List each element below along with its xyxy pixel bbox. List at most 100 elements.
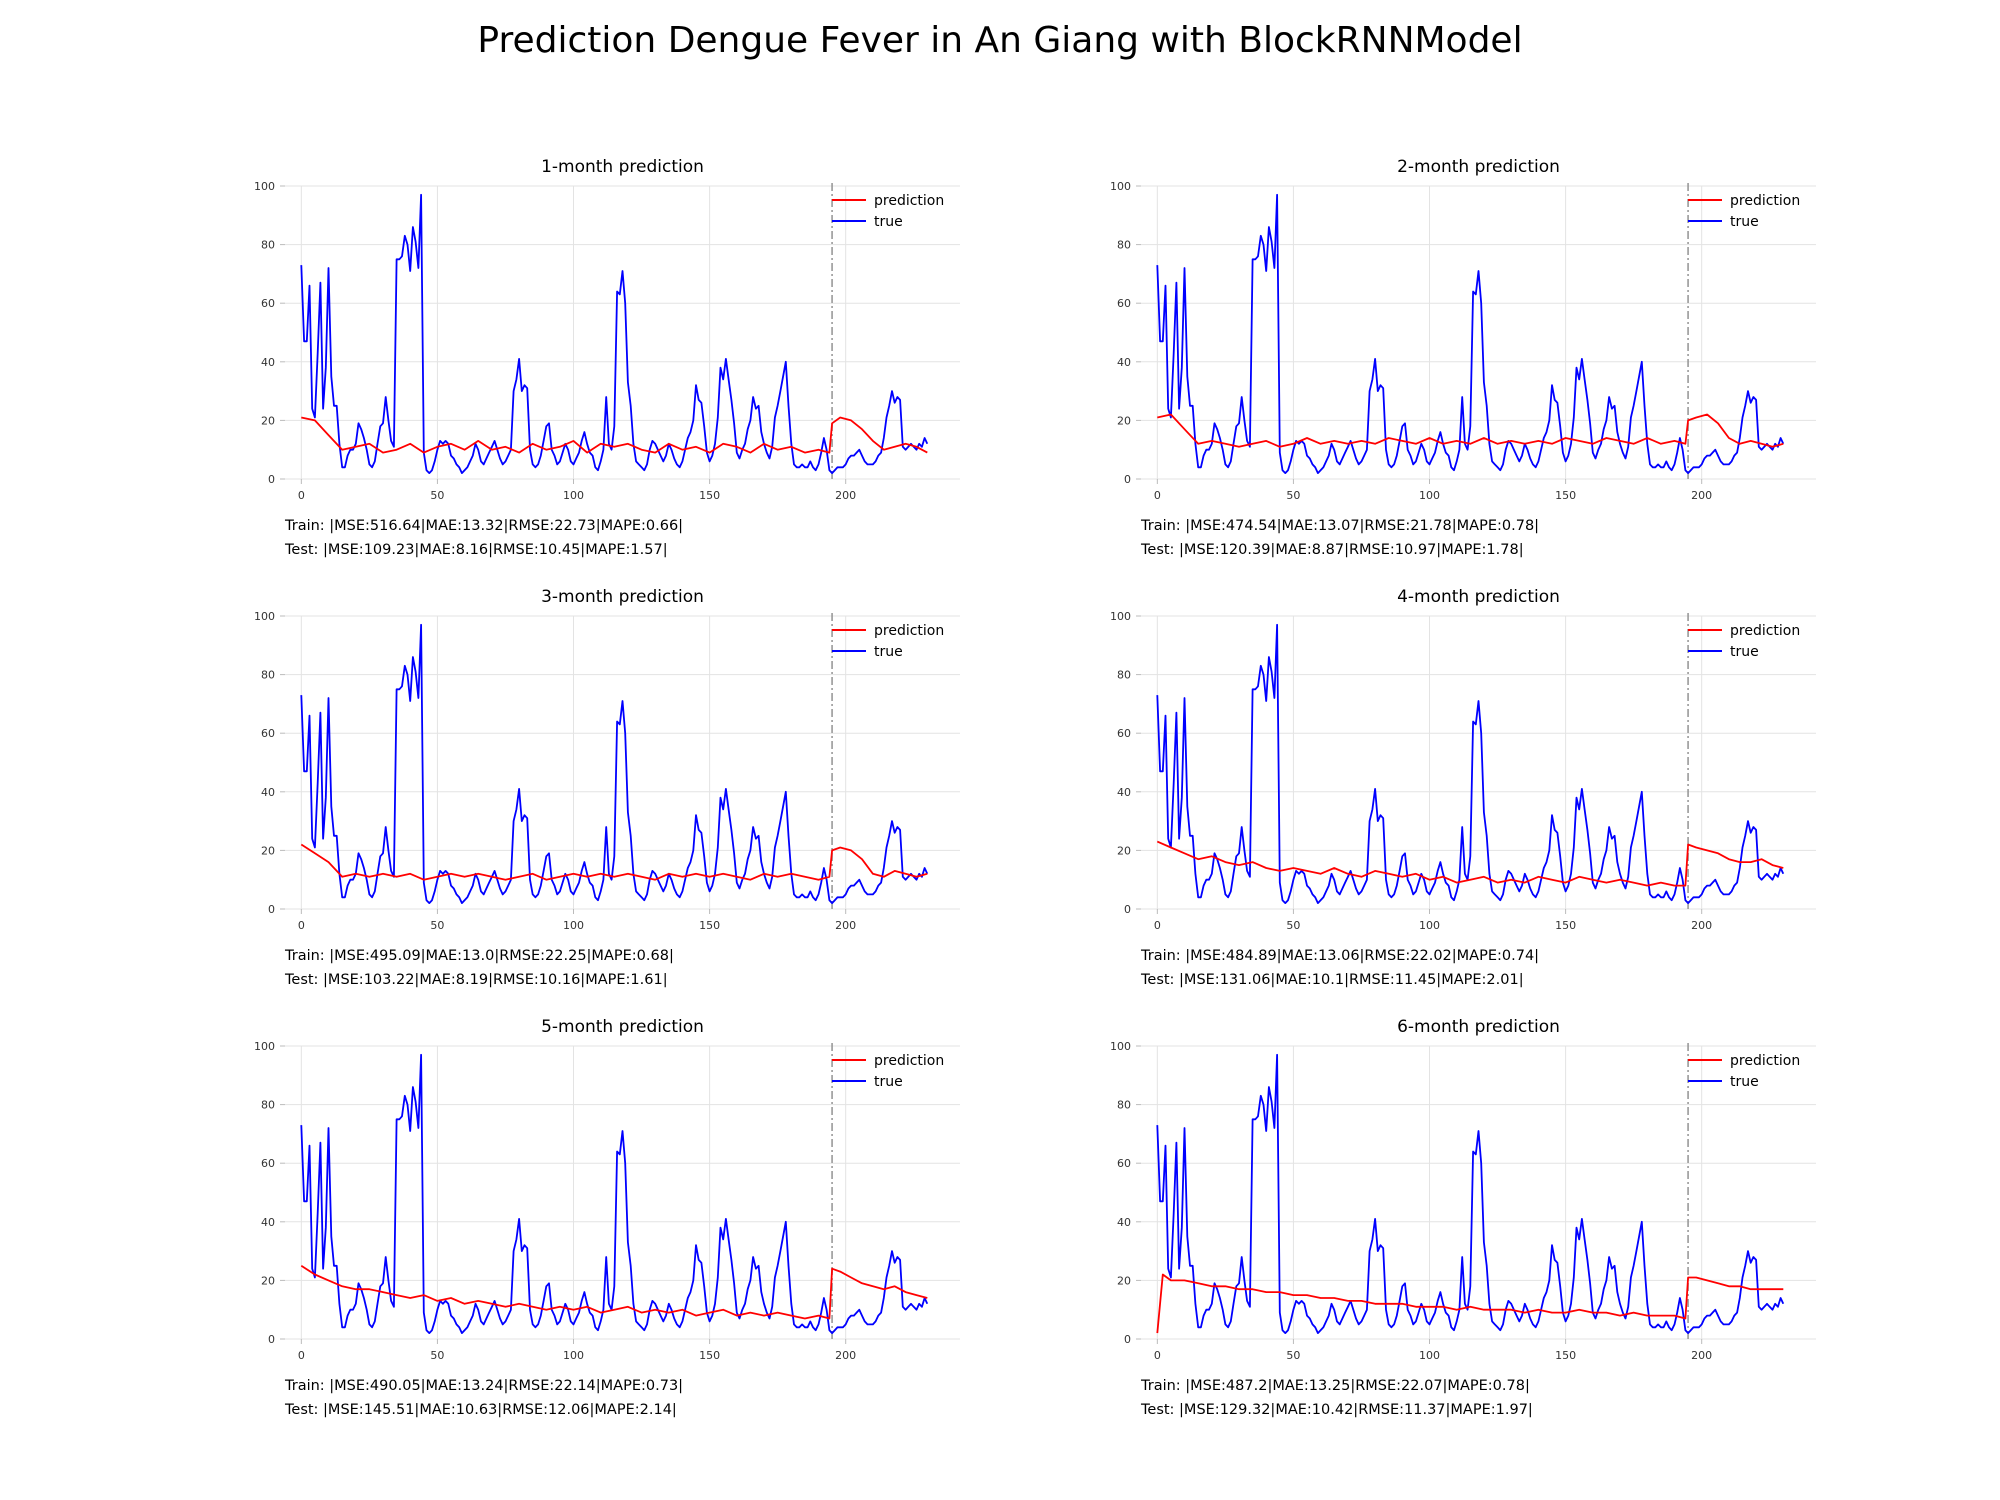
legend-label-prediction: prediction [1730, 1053, 1800, 1069]
y-tick-label: 80 [1117, 669, 1131, 682]
series-line-true [300, 193, 929, 475]
subplot-2-month: 2-month prediction 0 20 40 60 80 100 0 50 100 150 2… [1056, 150, 1916, 570]
y-tick-label: 40 [1117, 1216, 1131, 1229]
legend-label-true: true [1730, 644, 1759, 660]
subplot-title: 4-month prediction [1397, 587, 1560, 607]
test-metrics: Test: |MSE:120.39|MAE:8.87|RMSE:10.97|MA… [1141, 542, 1524, 558]
legend-label-prediction: prediction [874, 623, 944, 639]
y-tick-label: 100 [254, 180, 275, 193]
y-tick-label: 20 [1117, 844, 1131, 857]
chart-2-month: 2-month prediction 0 20 40 60 80 100 0 50 100 150 2… [1110, 157, 1816, 502]
x-tick-label: 200 [835, 919, 856, 932]
y-tick-label: 80 [1117, 1099, 1131, 1112]
y-tick-label: 40 [1117, 356, 1131, 369]
series-line-true [1156, 623, 1785, 905]
test-metrics: Test: |MSE:109.23|MAE:8.16|RMSE:10.45|MA… [285, 542, 668, 558]
test-metrics: Test: |MSE:145.51|MAE:10.63|RMSE:12.06|M… [285, 1402, 677, 1418]
x-tick-label: 0 [1154, 1349, 1161, 1362]
y-tick-label: 60 [261, 727, 275, 740]
x-tick-label: 50 [1286, 919, 1300, 932]
series-line-prediction [301, 416, 928, 454]
y-tick-label: 80 [261, 1099, 275, 1112]
x-tick-label: 50 [430, 489, 444, 502]
y-tick-label: 60 [261, 297, 275, 310]
series-line-prediction [1156, 840, 1784, 887]
test-metrics: Test: |MSE:129.32|MAE:10.42|RMSE:11.37|M… [1141, 1402, 1533, 1418]
subplot-3-month: 3-month prediction 0 20 40 60 80 100 0 50 100 150 2… [200, 580, 1060, 1000]
legend-label-prediction: prediction [1730, 193, 1800, 209]
x-tick-label: 0 [1154, 919, 1161, 932]
x-tick-label: 150 [1555, 489, 1576, 502]
x-tick-label: 200 [1691, 1349, 1712, 1362]
train-metrics: Train: |MSE:495.09|MAE:13.0|RMSE:22.25|M… [285, 948, 674, 964]
legend-label-true: true [874, 644, 903, 660]
subplot-5-month: 5-month prediction 0 20 40 60 80 100 0 50 100 150 2… [200, 1010, 1060, 1430]
x-tick-label: 50 [1286, 489, 1300, 502]
x-tick-label: 100 [563, 489, 584, 502]
legend-label-prediction: prediction [1730, 623, 1800, 639]
y-tick-label: 100 [254, 1040, 275, 1053]
series-line-true [300, 623, 929, 905]
y-tick-label: 100 [254, 610, 275, 623]
x-tick-label: 150 [1555, 919, 1576, 932]
x-tick-label: 100 [1419, 919, 1440, 932]
y-tick-label: 20 [261, 844, 275, 857]
legend-label-true: true [874, 214, 903, 230]
legend-label-true: true [874, 1074, 903, 1090]
x-tick-label: 0 [1154, 489, 1161, 502]
x-tick-label: 150 [1555, 1349, 1576, 1362]
train-metrics: Train: |MSE:474.54|MAE:13.07|RMSE:21.78|… [1141, 518, 1540, 534]
legend-label-true: true [1730, 214, 1759, 230]
series-line-true [300, 1053, 929, 1335]
x-tick-label: 100 [1419, 1349, 1440, 1362]
series-line-prediction [1156, 1273, 1784, 1334]
subplot-6-month: 6-month prediction 0 20 40 60 80 100 0 50 100 150 2… [1056, 1010, 1916, 1430]
test-metrics: Test: |MSE:103.22|MAE:8.19|RMSE:10.16|MA… [285, 972, 668, 988]
x-tick-label: 200 [835, 489, 856, 502]
y-tick-label: 20 [1117, 1274, 1131, 1287]
chart-5-month: 5-month prediction 0 20 40 60 80 100 0 50 100 150 2… [254, 1017, 960, 1362]
y-tick-label: 0 [1124, 473, 1131, 486]
y-tick-label: 80 [1117, 239, 1131, 252]
y-tick-label: 20 [261, 1274, 275, 1287]
series-line-prediction [300, 843, 928, 881]
legend-label-true: true [1730, 1074, 1759, 1090]
subplot-title: 5-month prediction [541, 1017, 704, 1037]
x-tick-label: 150 [699, 919, 720, 932]
y-tick-label: 60 [1117, 1157, 1131, 1170]
y-tick-label: 0 [268, 1333, 275, 1346]
y-tick-label: 0 [268, 903, 275, 916]
train-metrics: Train: |MSE:490.05|MAE:13.24|RMSE:22.14|… [285, 1378, 684, 1394]
train-metrics: Train: |MSE:516.64|MAE:13.32|RMSE:22.73|… [285, 518, 684, 534]
y-tick-label: 80 [261, 239, 275, 252]
train-metrics: Train: |MSE:484.89|MAE:13.06|RMSE:22.02|… [1141, 948, 1540, 964]
x-tick-label: 150 [699, 489, 720, 502]
y-tick-label: 100 [1110, 180, 1131, 193]
subplot-title: 2-month prediction [1397, 157, 1560, 177]
x-tick-label: 100 [1419, 489, 1440, 502]
y-tick-label: 20 [1117, 414, 1131, 427]
y-tick-label: 20 [261, 414, 275, 427]
series-line-prediction [300, 1265, 928, 1320]
y-tick-label: 40 [1117, 786, 1131, 799]
series-line-prediction [1157, 413, 1784, 448]
chart-6-month: 6-month prediction 0 20 40 60 80 100 0 50 100 150 2… [1110, 1017, 1816, 1362]
x-tick-label: 50 [430, 919, 444, 932]
legend-label-prediction: prediction [874, 1053, 944, 1069]
subplot-4-month: 4-month prediction 0 20 40 60 80 100 0 50 100 150 2… [1056, 580, 1916, 1000]
x-tick-label: 200 [1691, 919, 1712, 932]
y-tick-label: 100 [1110, 610, 1131, 623]
subplot-title: 1-month prediction [541, 157, 704, 177]
figure-title: Prediction Dengue Fever in An Giang with… [477, 20, 1523, 61]
test-metrics: Test: |MSE:131.06|MAE:10.1|RMSE:11.45|MA… [1141, 972, 1524, 988]
y-tick-label: 0 [1124, 1333, 1131, 1346]
y-tick-label: 80 [261, 669, 275, 682]
y-tick-label: 100 [1110, 1040, 1131, 1053]
legend-label-prediction: prediction [874, 193, 944, 209]
y-tick-label: 60 [1117, 727, 1131, 740]
train-metrics: Train: |MSE:487.2|MAE:13.25|RMSE:22.07|M… [1141, 1378, 1530, 1394]
subplot-title: 6-month prediction [1397, 1017, 1560, 1037]
y-tick-label: 0 [1124, 903, 1131, 916]
x-tick-label: 150 [699, 1349, 720, 1362]
chart-1-month: 1-month prediction 0 20 40 60 80 100 0 50 100 150 2… [254, 157, 960, 502]
